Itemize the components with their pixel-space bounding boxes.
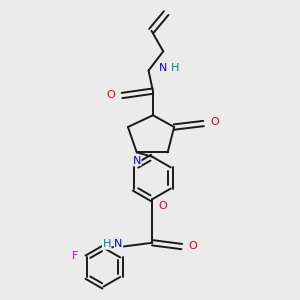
Text: F: F	[72, 251, 78, 261]
Text: O: O	[106, 90, 115, 100]
Text: O: O	[189, 241, 197, 251]
Text: O: O	[158, 201, 167, 211]
Text: H: H	[171, 63, 179, 73]
Text: O: O	[210, 117, 219, 127]
Text: H: H	[103, 239, 111, 249]
Text: N: N	[114, 239, 123, 249]
Text: N: N	[133, 156, 141, 166]
Text: N: N	[159, 63, 167, 73]
